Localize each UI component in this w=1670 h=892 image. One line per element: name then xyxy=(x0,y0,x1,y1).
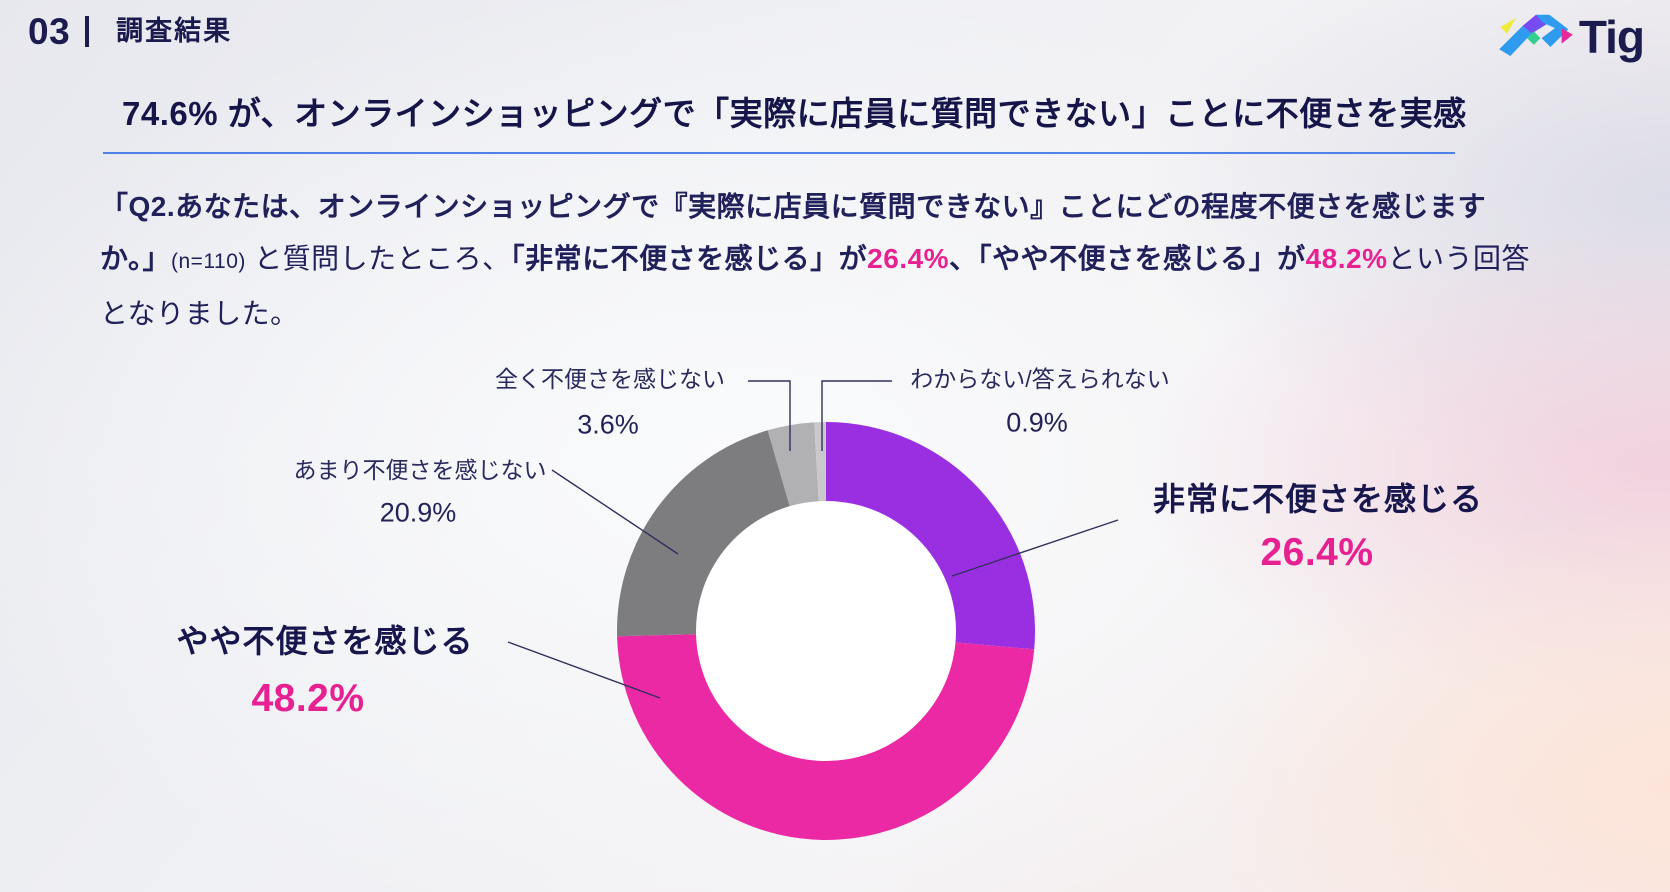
slice-percent-somewhat-inconvenient: 48.2% xyxy=(251,677,365,720)
slice-label-dont-know: わからない/答えられない xyxy=(910,366,1170,392)
section-title: 調査結果 xyxy=(116,16,233,46)
tig-logo-icon xyxy=(1499,14,1573,56)
slice-percent-not-at-all: 3.6% xyxy=(577,409,639,440)
slice-label-not-very-inconvenient: あまり不便さを感じない xyxy=(293,457,547,483)
paragraph-line: 「Q2.あなたは、オンラインショッピングで『実際に店員に質問できない』ことにどの… xyxy=(100,181,1580,233)
donut-slices xyxy=(617,422,1035,840)
paragraph-line: となりました。 xyxy=(100,288,1580,340)
donut-slice-2 xyxy=(617,430,790,637)
donut-slice-3 xyxy=(767,422,819,507)
highlight-percent: 48.2% xyxy=(1305,243,1388,274)
paragraph-line: か。」(n=110) と質問したところ、「非常に不便さを感じる」が26.4%、「… xyxy=(100,233,1580,288)
paragraph-segment: 「Q2.あなたは、オンラインショッピングで『実際に店員に質問できない』ことにどの… xyxy=(100,191,1487,222)
tig-logo: Tig xyxy=(1497,10,1645,64)
donut-slice-1 xyxy=(617,634,1035,840)
slice-percent-dont-know: 0.9% xyxy=(1006,407,1068,438)
leader-line-very-inconvenient xyxy=(951,519,1119,577)
logo-yellow-triangle xyxy=(1500,18,1516,34)
logo-blue-ribbon-right xyxy=(1535,14,1569,48)
paragraph-segment: と質問したところ、 xyxy=(245,243,511,274)
header-divider xyxy=(85,16,90,47)
sample-size-note: (n=110) xyxy=(170,250,246,273)
slice-percent-not-very-inconvenient: 20.9% xyxy=(379,497,457,528)
logo-wordmark: Tig xyxy=(1578,11,1645,63)
donut-slice-4 xyxy=(814,422,826,502)
highlight-percent: 26.4% xyxy=(867,243,950,274)
slide-number: 03 xyxy=(28,11,71,52)
page-title: 74.6% が、オンラインショッピングで「実際に店員に質問できない」ことに不便さ… xyxy=(122,95,1467,132)
headline-block: 74.6% が、オンラインショッピングで「実際に店員に質問できない」ことに不便さ… xyxy=(103,88,1466,154)
paragraph-segment: 、「やや不便さを感じる」が xyxy=(949,243,1306,274)
paragraph-segment: という回答 xyxy=(1387,243,1531,274)
paragraph-segment: となりました。 xyxy=(100,298,299,329)
logo-green-diamond xyxy=(1526,31,1541,45)
leader-line-dont-know xyxy=(821,380,892,451)
donut-slice-0 xyxy=(826,422,1035,650)
paragraph-segment: か。」 xyxy=(100,243,171,274)
leader-line-not-at-all xyxy=(748,380,791,451)
slice-label-somewhat-inconvenient: やや不便さを感じる xyxy=(176,623,474,659)
donut-hole xyxy=(695,500,957,762)
slice-label-not-at-all: 全く不便さを感じない xyxy=(495,366,725,392)
page-header: 03 調査結果 xyxy=(28,13,232,50)
logo-magenta-triangle xyxy=(1561,28,1573,44)
paragraph-segment: 「非常に不便さを感じる」が xyxy=(510,243,868,274)
leader-line-not-very-inconvenient xyxy=(551,469,679,555)
slice-label-very-inconvenient: 非常に不便さを感じる xyxy=(1152,481,1484,517)
body-paragraph: 「Q2.あなたは、オンラインショッピングで『実際に店員に質問できない』ことにどの… xyxy=(100,181,1580,340)
leader-line-somewhat-inconvenient xyxy=(507,641,661,699)
slice-percent-very-inconvenient: 26.4% xyxy=(1260,531,1374,574)
logo-blue-ribbon-left xyxy=(1499,25,1532,56)
